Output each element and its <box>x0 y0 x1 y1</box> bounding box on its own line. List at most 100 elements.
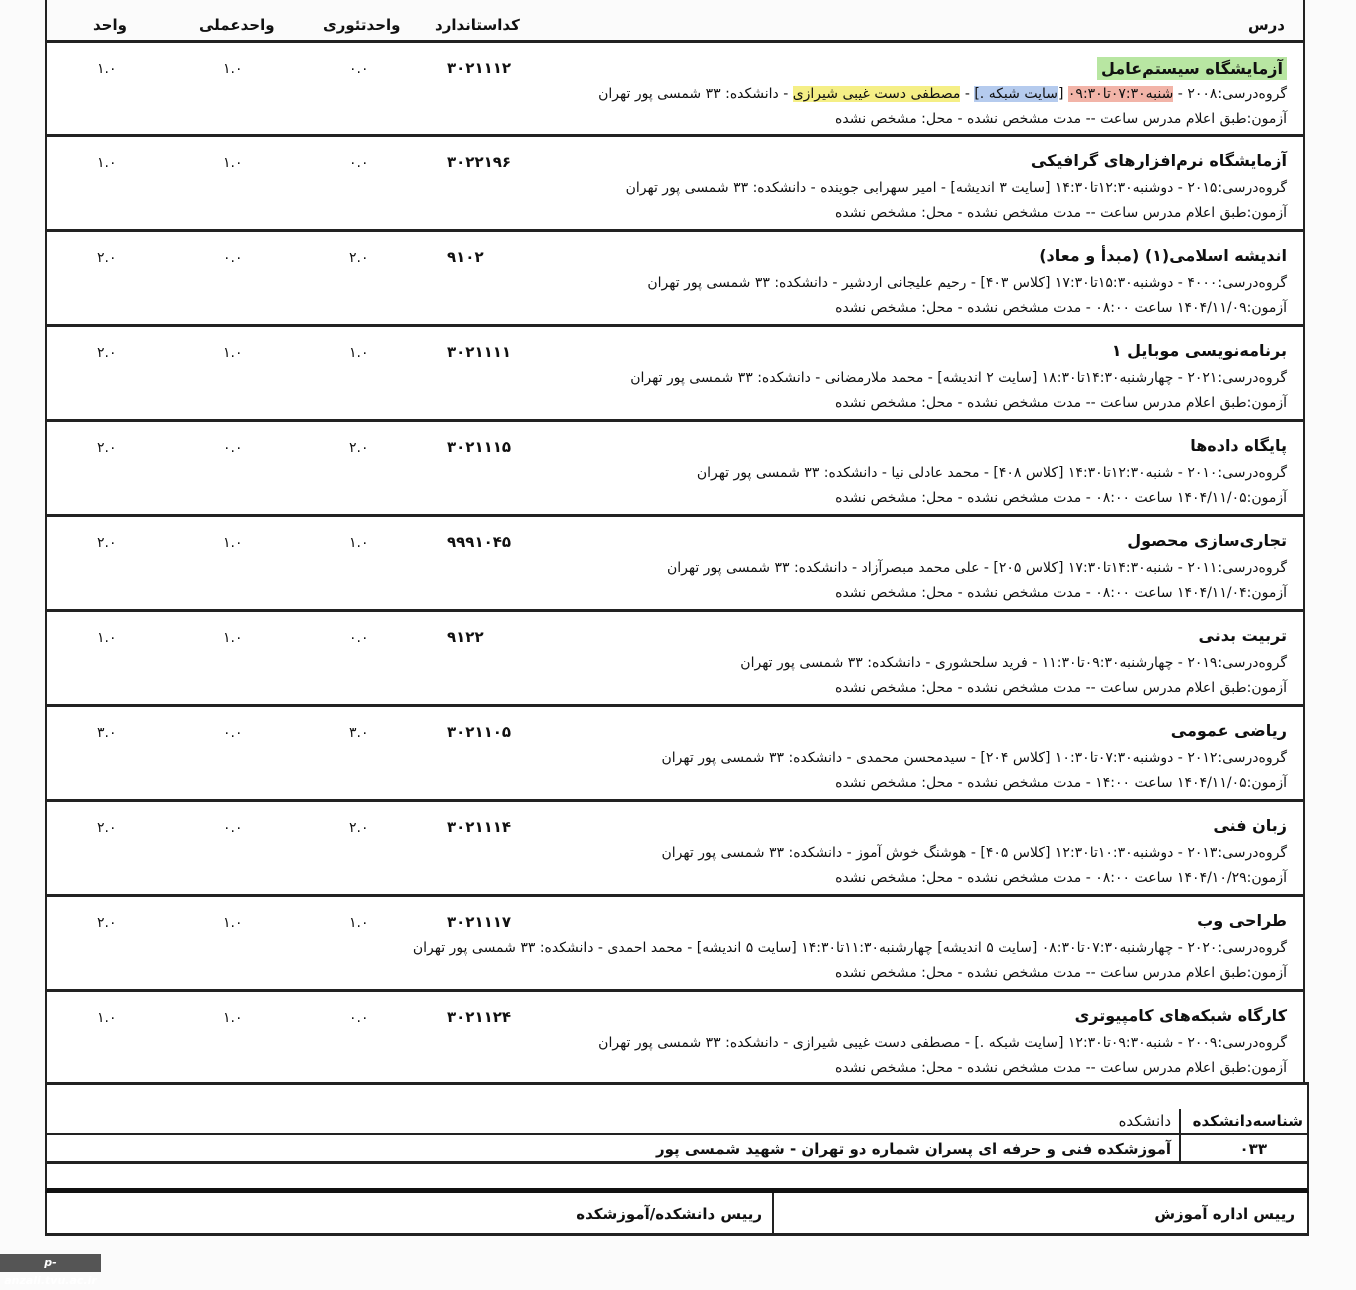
course-code: ۹۱۲۲ <box>447 628 484 646</box>
practical-units: ۰.۰ <box>223 820 243 836</box>
table-row: ریاضی عمومی ۳۰۲۱۱۰۵ ۳.۰ ۰.۰ ۳.۰ گروه‌درسی:۲۰۱… <box>45 707 1305 802</box>
theory-units: ۱.۰ <box>349 345 369 361</box>
course-title: آزمایشگاه نرم‌افزارهای گرافیکی <box>1030 151 1287 170</box>
group-segment: گروه‌درسی:۲۰۰۸ - <box>1173 86 1287 102</box>
theory-units: ۳.۰ <box>349 725 369 741</box>
header-total: واحد <box>93 16 127 34</box>
theory-units: ۲.۰ <box>349 820 369 836</box>
group-info: گروه‌درسی:۲۰۰۹ - شنبه۰۹:۳۰تا۱۲:۳۰ [سایت … <box>598 1035 1287 1051</box>
theory-units: ۰.۰ <box>349 630 369 646</box>
practical-units: ۱.۰ <box>223 61 243 77</box>
practical-units: ۱.۰ <box>223 1010 243 1026</box>
course-title: برنامه‌نویسی موبایل ۱ <box>1111 341 1287 360</box>
course-code: ۳۰۲۱۱۱۲ <box>447 59 512 77</box>
practical-units: ۰.۰ <box>223 250 243 266</box>
total-units: ۱.۰ <box>97 630 117 646</box>
course-code: ۳۰۲۱۱۱۴ <box>447 818 512 836</box>
exam-info: آزمون:۱۴۰۴/۱۱/۰۴ ساعت ۰۸:۰۰ - مدت مشخص ن… <box>835 585 1287 601</box>
exam-info: آزمون:طبق اعلام مدرس ساعت -- مدت مشخص نش… <box>835 205 1287 221</box>
exam-info: آزمون:طبق اعلام مدرس ساعت -- مدت مشخص نش… <box>835 1060 1287 1076</box>
exam-info: آزمون:طبق اعلام مدرس ساعت -- مدت مشخص نش… <box>835 680 1287 696</box>
total-units: ۲.۰ <box>97 820 117 836</box>
total-units: ۲.۰ <box>97 345 117 361</box>
total-units: ۱.۰ <box>97 155 117 171</box>
table-row: آزمایشگاه سیستم‌عامل ۳۰۲۱۱۱۲ ۰.۰ ۱.۰ ۱.۰ گروه… <box>45 43 1305 137</box>
table-row: طراحی وب ۳۰۲۱۱۱۷ ۱.۰ ۱.۰ ۲.۰ گروه‌درسی:۲۰۲۰ -… <box>45 897 1305 992</box>
practical-units: ۱.۰ <box>223 345 243 361</box>
group-info: گروه‌درسی:۴۰۰۰ - دوشنبه۱۵:۳۰تا۱۷:۳۰ [کلا… <box>647 275 1287 291</box>
group-segment: [ <box>1057 86 1068 102</box>
table-row: اندیشه اسلامی(۱) (مبدأ و معاد) ۹۱۰۲ ۲.۰ ۰.۰… <box>45 232 1305 327</box>
practical-units: ۱.۰ <box>223 630 243 646</box>
table-row: پایگاه داده‌ها ۳۰۲۱۱۱۵ ۲.۰ ۰.۰ ۲.۰ گروه‌درسی:… <box>45 422 1305 517</box>
course-title: ریاضی عمومی <box>1170 721 1287 740</box>
exam-info: آزمون:۱۴۰۴/۱۱/۰۹ ساعت ۰۸:۰۰ - مدت مشخص ن… <box>835 300 1287 316</box>
theory-units: ۲.۰ <box>349 440 369 456</box>
school-head-signature: رییس دانشکده/آموزشکده <box>576 1205 762 1223</box>
school-id-label: شناسه‌دانشکده <box>1192 1112 1303 1130</box>
table-row: آزمایشگاه نرم‌افزارهای گرافیکی ۳۰۲۲۱۹۶ ۰.۰… <box>45 137 1305 232</box>
group-segment: شنبه۰۷:۳۰تا۰۹:۳۰ <box>1067 86 1174 102</box>
theory-units: ۲.۰ <box>349 250 369 266</box>
course-title: طراحی وب <box>1197 911 1287 930</box>
course-title: زبان فنی <box>1213 816 1287 835</box>
table-row: تجاری‌سازی محصول ۹۹۹۱۰۴۵ ۱.۰ ۱.۰ ۲.۰ گروه‌درس… <box>45 517 1305 612</box>
group-info: گروه‌درسی:۲۰۱۰ - شنبه۱۲:۳۰تا۱۴:۳۰ [کلاس … <box>696 465 1287 481</box>
school-header-row: شناسه‌دانشکده دانشکده <box>45 1109 1309 1135</box>
group-info: گروه‌درسی:۲۰۱۹ - چهارشنبه۰۹:۳۰تا۱۱:۳۰ - … <box>740 655 1287 671</box>
school-id: ۰۳۳ <box>1239 1140 1267 1158</box>
exam-info: آزمون:۱۴۰۴/۱۱/۰۵ ساعت ۱۴:۰۰ - مدت مشخص ن… <box>835 775 1287 791</box>
course-title: کارگاه شبکه‌های کامپیوتری <box>1074 1006 1287 1025</box>
course-table: درس کداستاندارد واحدتئوری واحدعملی واحد … <box>45 0 1305 1087</box>
course-code: ۳۰۲۲۱۹۶ <box>447 153 512 171</box>
group-info: گروه‌درسی:۲۰۱۲ - دوشنبه۰۷:۳۰تا۱۰:۳۰ [کلا… <box>661 750 1288 766</box>
watermark: p-anzali.tvu.ac.ir <box>0 1254 101 1287</box>
theory-units: ۰.۰ <box>349 155 369 171</box>
table-row: کارگاه شبکه‌های کامپیوتری ۳۰۲۱۱۲۴ ۰.۰ ۱.۰ ۱.… <box>45 992 1305 1087</box>
education-head-signature: رییس اداره آموزش <box>1154 1205 1295 1223</box>
group-info: گروه‌درسی:۲۰۲۱ - چهارشنبه۱۴:۳۰تا۱۸:۳۰ [س… <box>630 370 1287 386</box>
group-segment: - دانشکده: ۳۳ شمسی پور تهران <box>598 86 793 102</box>
total-units: ۱.۰ <box>97 61 117 77</box>
header-theory: واحدتئوری <box>323 16 401 34</box>
course-code: ۳۰۲۱۱۰۵ <box>447 723 512 741</box>
header-course: درس <box>1247 16 1285 34</box>
practical-units: ۰.۰ <box>223 725 243 741</box>
theory-units: ۰.۰ <box>349 1010 369 1026</box>
table-row: برنامه‌نویسی موبایل ۱ ۳۰۲۱۱۱۱ ۱.۰ ۱.۰ ۲.۰ گرو… <box>45 327 1305 422</box>
total-units: ۲.۰ <box>97 535 117 551</box>
exam-info: آزمون:طبق اعلام مدرس ساعت -- مدت مشخص نش… <box>835 111 1287 127</box>
school-name-label: دانشکده <box>1118 1112 1171 1130</box>
course-title: آزمایشگاه سیستم‌عامل <box>1097 57 1287 80</box>
table-row: تربیت بدنی ۹۱۲۲ ۰.۰ ۱.۰ ۱.۰ گروه‌درسی:۲۰۱۹ - … <box>45 612 1305 707</box>
total-units: ۲.۰ <box>97 915 117 931</box>
header-practical: واحدعملی <box>199 16 275 34</box>
signature-row: رییس اداره آموزش رییس دانشکده/آموزشکده <box>45 1193 1309 1236</box>
group-info: گروه‌درسی:۲۰۰۸ - شنبه۰۷:۳۰تا۰۹:۳۰ [سایت … <box>598 86 1287 102</box>
total-units: ۲.۰ <box>97 440 117 456</box>
theory-units: ۱.۰ <box>349 915 369 931</box>
group-info: گروه‌درسی:۲۰۱۵ - دوشنبه۱۲:۳۰تا۱۴:۳۰ [سای… <box>625 180 1287 196</box>
total-units: ۳.۰ <box>97 725 117 741</box>
practical-units: ۱.۰ <box>223 155 243 171</box>
practical-units: ۱.۰ <box>223 915 243 931</box>
table-row: زبان فنی ۳۰۲۱۱۱۴ ۲.۰ ۰.۰ ۲.۰ گروه‌درسی:۲۰۱۳ -… <box>45 802 1305 897</box>
practical-units: ۰.۰ <box>223 440 243 456</box>
course-title: اندیشه اسلامی(۱) (مبدأ و معاد) <box>1039 246 1287 265</box>
theory-units: ۰.۰ <box>349 61 369 77</box>
practical-units: ۱.۰ <box>223 535 243 551</box>
course-code: ۹۱۰۲ <box>447 248 484 266</box>
group-info: گروه‌درسی:۲۰۱۱ - شنبه۱۴:۳۰تا۱۷:۳۰ [کلاس … <box>666 560 1287 576</box>
group-segment: - <box>960 86 975 102</box>
total-units: ۱.۰ <box>97 1010 117 1026</box>
course-title: تجاری‌سازی محصول <box>1127 531 1287 550</box>
course-code: ۳۰۲۱۱۱۷ <box>447 913 512 931</box>
table-header: درس کداستاندارد واحدتئوری واحدعملی واحد <box>45 0 1305 43</box>
course-code: ۳۰۲۱۱۱۵ <box>447 438 512 456</box>
group-segment: مصطفی دست غیبی شیرازی <box>792 86 961 102</box>
course-title: تربیت بدنی <box>1198 626 1287 645</box>
empty-row <box>45 1082 1309 1112</box>
school-name: آموزشکده فنی و حرفه ای پسران شماره دو ته… <box>655 1140 1171 1158</box>
total-units: ۲.۰ <box>97 250 117 266</box>
course-code: ۳۰۲۱۱۱۱ <box>447 343 512 361</box>
